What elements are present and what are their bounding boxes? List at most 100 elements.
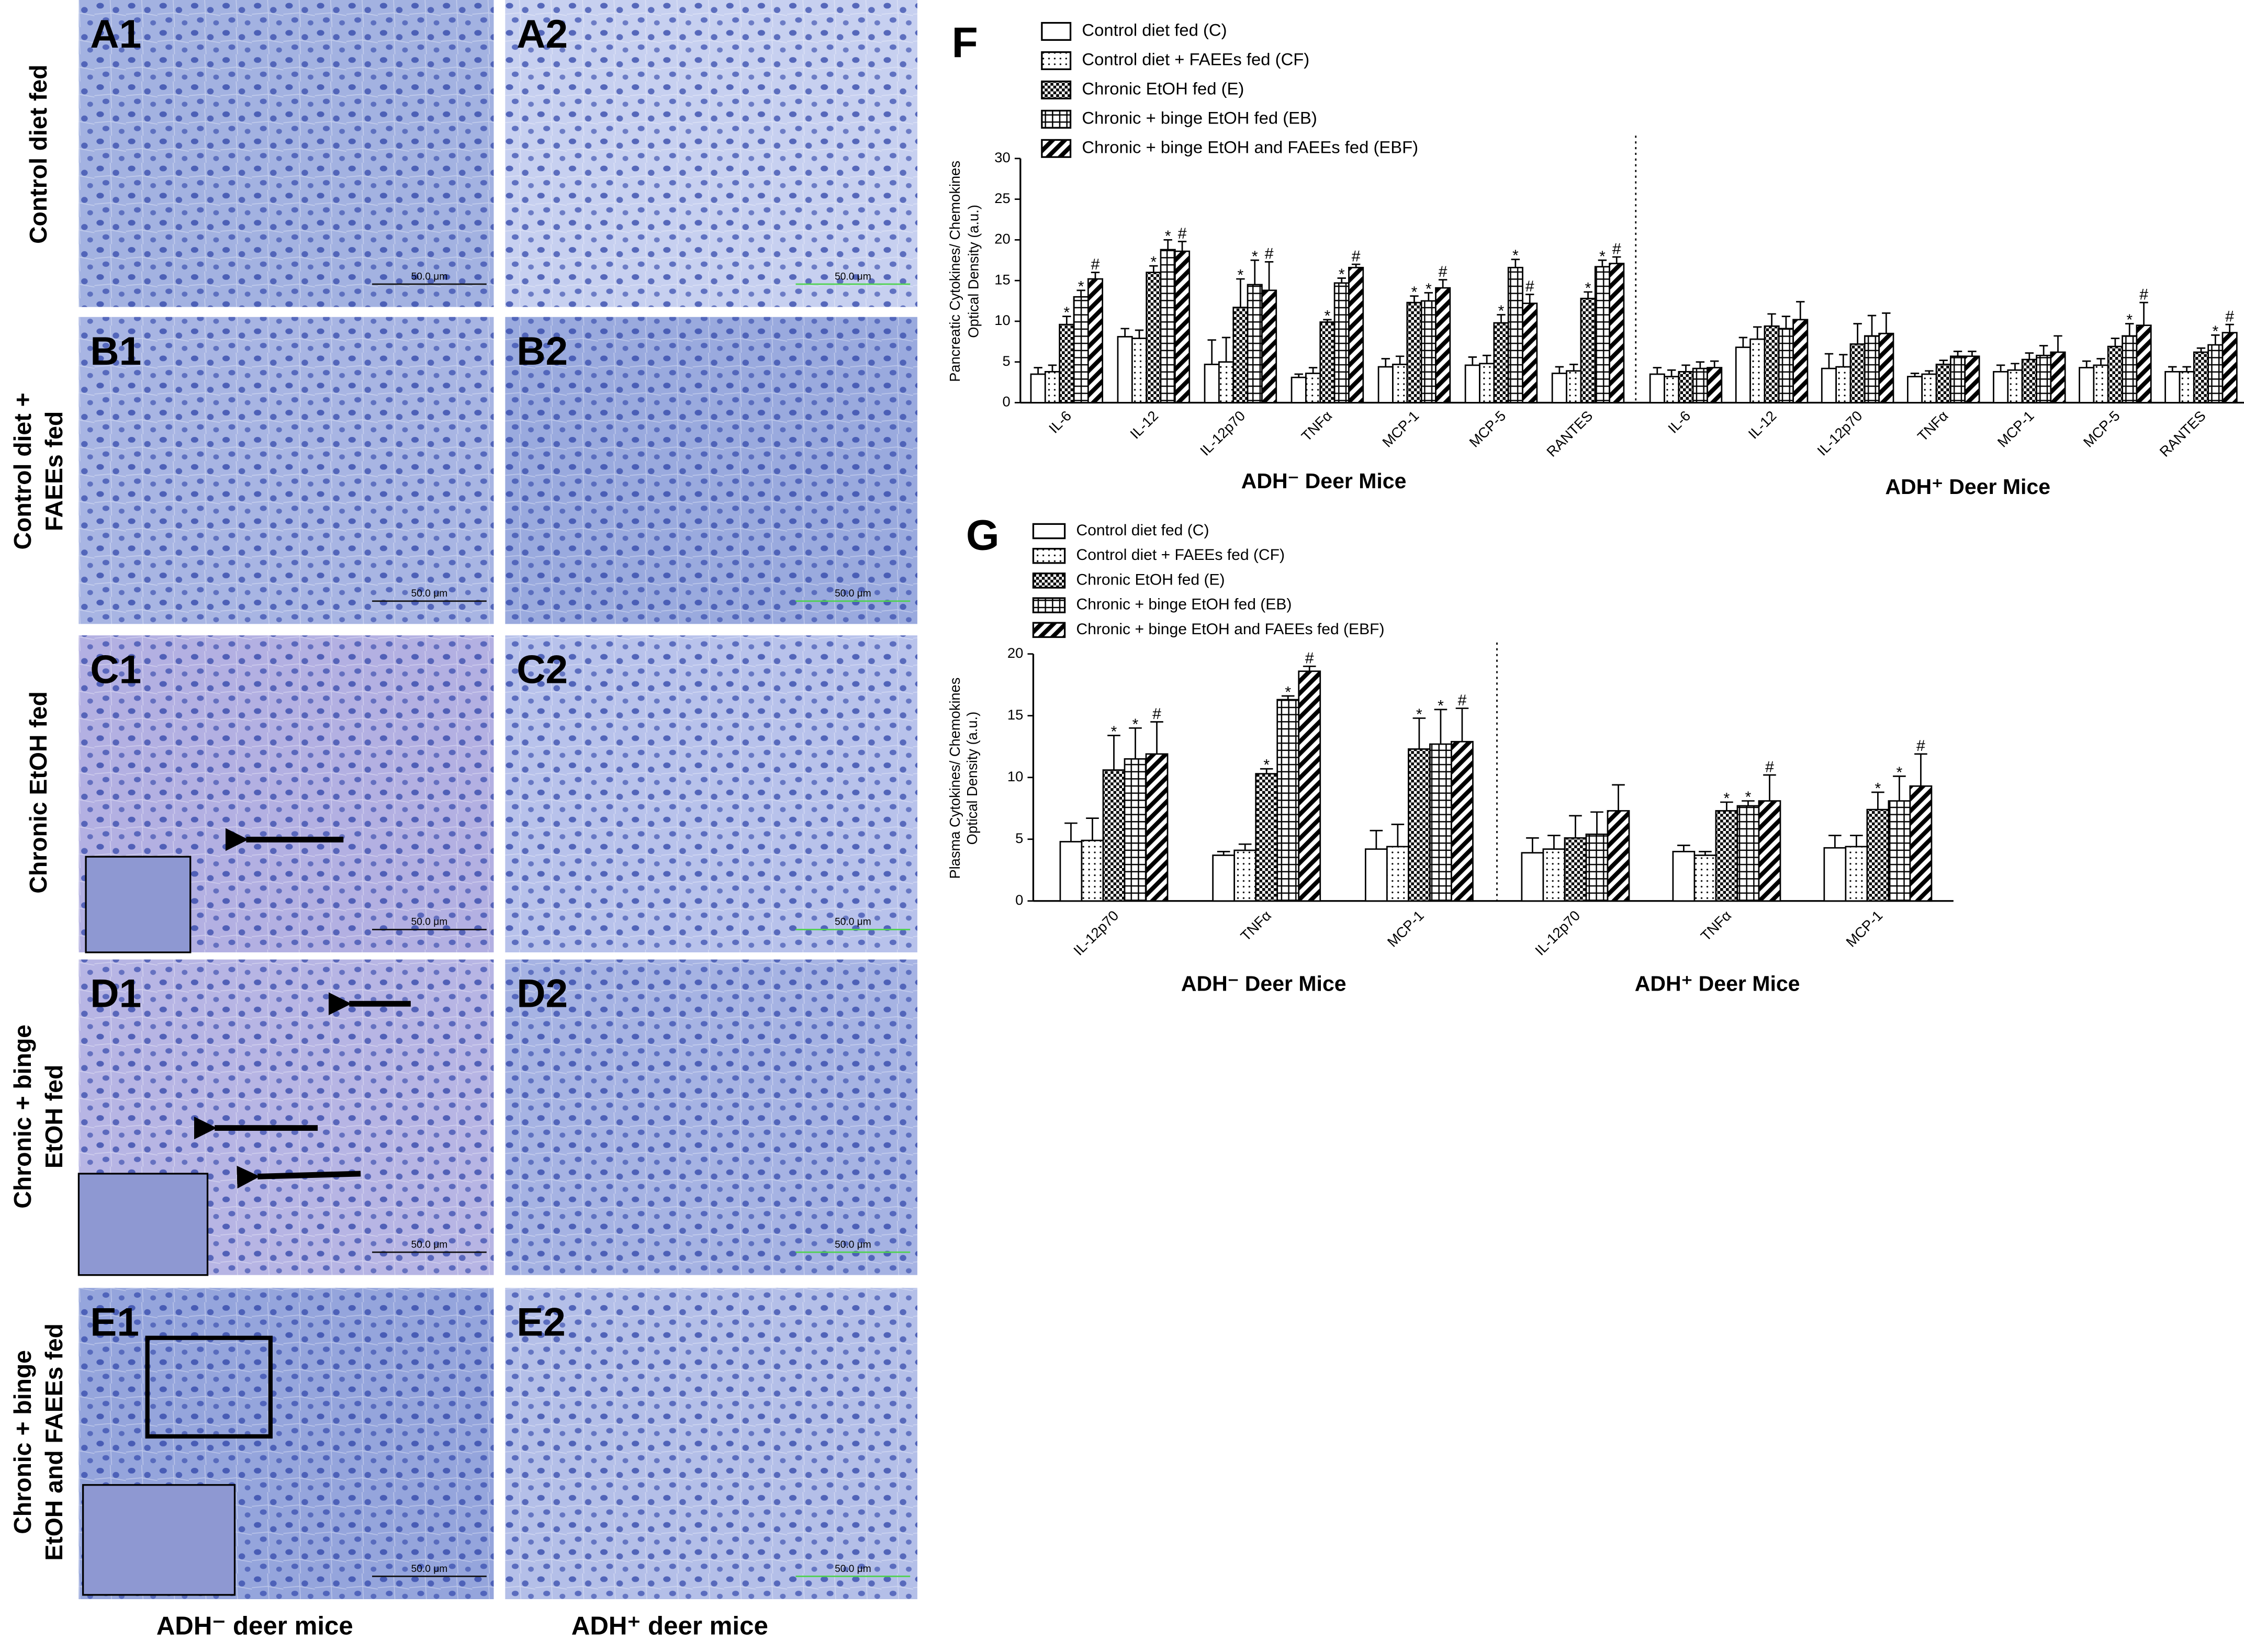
- error-bar: [1850, 835, 1863, 847]
- y-tick-label: 15: [1007, 706, 1023, 723]
- error-bar: [1914, 753, 1927, 786]
- significance-marker: *: [1285, 683, 1291, 701]
- y-axis-label: Plasma Cytokines/ Chemokines: [947, 678, 963, 879]
- bar: [1204, 364, 1220, 403]
- significance-marker: *: [1416, 706, 1422, 723]
- bar: [2179, 371, 2195, 403]
- error-bar: [1482, 354, 1491, 364]
- arrow: [237, 1165, 361, 1189]
- error-bar: [1177, 241, 1187, 252]
- legend-label: Control diet + FAEEs fed (CF): [1082, 50, 1309, 69]
- bar: [1594, 266, 1610, 403]
- error-bar: [2025, 352, 2034, 360]
- bar: [1174, 250, 1191, 403]
- bar: [1909, 785, 1933, 902]
- significance-marker: *: [1325, 307, 1331, 324]
- bar: [1664, 376, 1680, 403]
- scale-bar-label: 50.0 μm: [411, 271, 448, 282]
- y-axis-label: Optical Density (a.u.): [966, 205, 982, 338]
- error-bar: [1086, 817, 1099, 841]
- error-bar: [1681, 364, 1690, 372]
- micrograph-texture: [78, 317, 494, 624]
- significance-marker: *: [1599, 248, 1606, 265]
- panel-label: A1: [90, 12, 141, 57]
- error-bar: [1260, 768, 1273, 774]
- bar: [2050, 351, 2066, 403]
- error-bar: [1598, 259, 1607, 267]
- bar: [1580, 298, 1596, 403]
- significance-marker: *: [1498, 302, 1505, 320]
- legend-swatch: [1041, 109, 1072, 129]
- error-bar: [1824, 353, 1834, 369]
- error-bar: [1569, 364, 1578, 371]
- error-bar: [1497, 314, 1506, 323]
- significance-marker: *: [1339, 266, 1345, 283]
- micrograph-texture: [505, 0, 917, 307]
- legend-label: Chronic + binge EtOH fed (EB): [1082, 108, 1317, 128]
- bar: [1835, 366, 1852, 403]
- error-bar: [1410, 295, 1419, 303]
- error-bar: [1034, 367, 1042, 375]
- bar: [1649, 373, 1665, 403]
- legend-label: Control diet fed (C): [1076, 522, 1209, 539]
- bar: [1059, 323, 1075, 403]
- bar: [1493, 322, 1509, 403]
- error-bar: [1525, 294, 1534, 304]
- bar: [1522, 302, 1538, 403]
- error-bar: [1091, 272, 1100, 279]
- y-tick-label: 15: [994, 271, 1010, 287]
- bar: [1866, 808, 1890, 902]
- error-bar: [1434, 709, 1448, 745]
- significance-marker: *: [1897, 764, 1903, 781]
- micrograph-texture: [78, 0, 494, 307]
- error-bar: [1667, 369, 1676, 377]
- micrograph-texture: [505, 959, 917, 1275]
- y-tick-label: 10: [1007, 768, 1023, 784]
- error-bar: [1217, 850, 1230, 856]
- error-bar: [1996, 364, 2005, 372]
- bar: [2207, 344, 2224, 403]
- legend-label: Chronic + binge EtOH fed (EB): [1076, 596, 1292, 613]
- y-tick-label: 5: [1015, 830, 1023, 846]
- bar: [1672, 850, 1696, 902]
- bar: [1479, 363, 1495, 403]
- bar: [1146, 272, 1162, 403]
- error-bar: [1303, 665, 1316, 671]
- error-bar: [1696, 361, 1705, 369]
- bar: [1044, 371, 1061, 403]
- group-label: ADH⁺ Deer Mice: [1885, 475, 2050, 499]
- bar: [1030, 373, 1046, 403]
- bar: [2079, 367, 2095, 403]
- significance-marker: *: [1411, 284, 1418, 301]
- y-axis-label: Pancreatic Cytokines/ Chemokines: [947, 161, 963, 382]
- error-bar: [1584, 291, 1592, 299]
- bar: [1849, 343, 1866, 403]
- error-bar: [1395, 355, 1405, 365]
- bar: [2007, 369, 2023, 403]
- bar: [1736, 805, 1760, 902]
- scale-bar-label: 50.0 μm: [411, 1239, 448, 1250]
- bar: [1145, 753, 1169, 902]
- bar: [1232, 307, 1249, 403]
- bar: [1585, 833, 1609, 902]
- error-bar: [1129, 727, 1142, 759]
- bar: [1464, 364, 1480, 403]
- legend-swatch: [1041, 22, 1072, 41]
- row-label: EtOH fed: [40, 1065, 68, 1168]
- bar: [1778, 328, 1794, 403]
- error-bar: [1511, 259, 1520, 268]
- y-tick-label: 30: [994, 149, 1010, 165]
- error-bar: [1612, 784, 1625, 811]
- bar: [2093, 364, 2109, 403]
- bar: [1102, 769, 1126, 902]
- bar: [1521, 852, 1544, 902]
- legend-label: Control diet + FAEEs fed (CF): [1076, 546, 1285, 564]
- error-bar: [2225, 323, 2234, 333]
- error-bar: [2139, 301, 2148, 325]
- bar: [2164, 371, 2181, 403]
- y-axis-label: Optical Density (a.u.): [964, 712, 980, 845]
- significance-marker: *: [1252, 248, 1258, 265]
- y-tick-label: 25: [994, 190, 1010, 206]
- bar: [1435, 287, 1451, 403]
- bar: [1298, 670, 1321, 902]
